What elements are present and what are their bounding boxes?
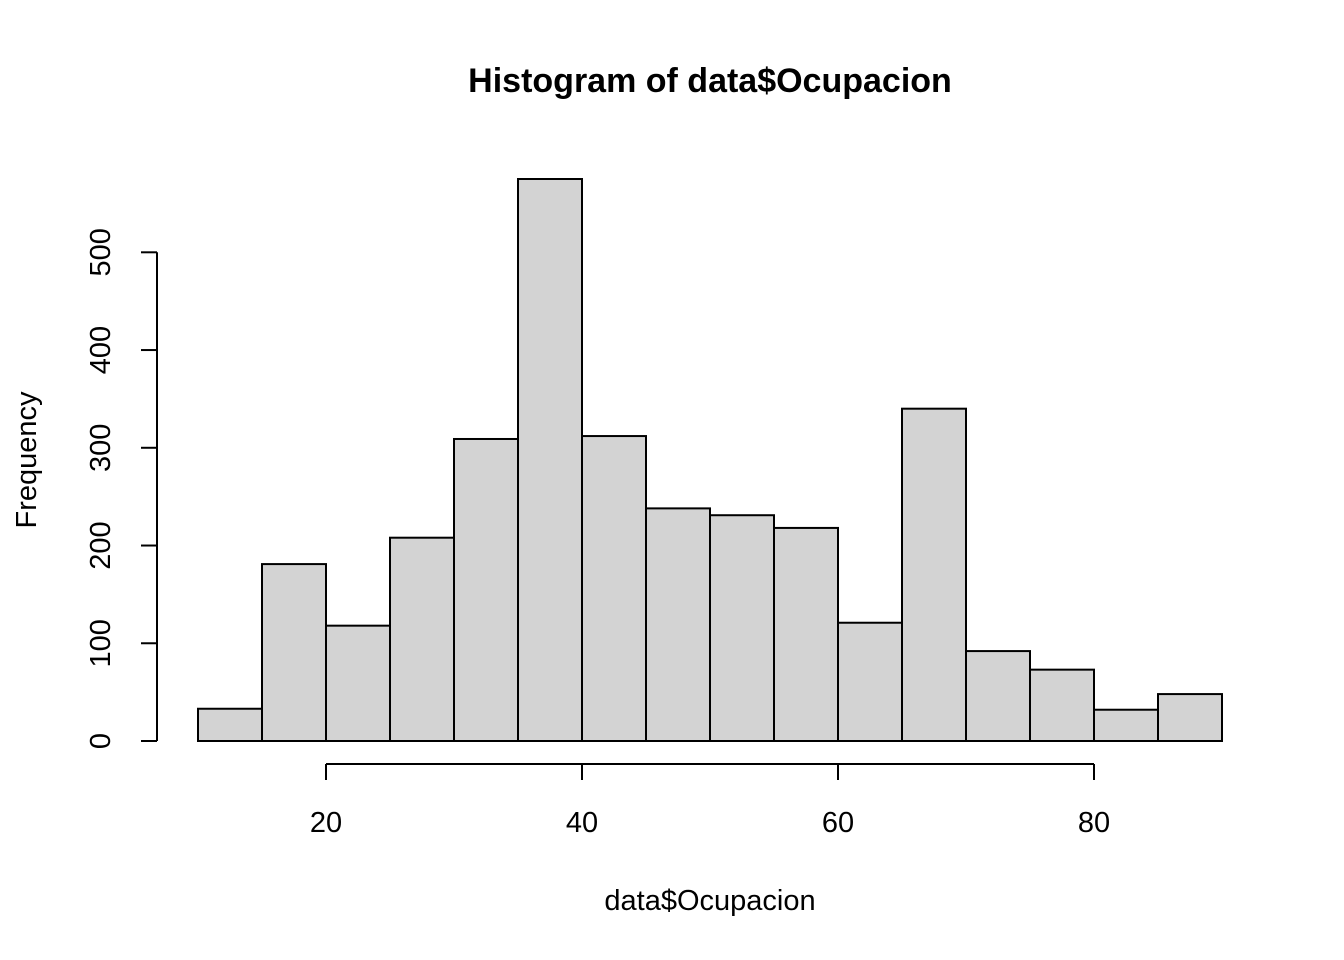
histogram-bar	[709, 514, 775, 742]
x-tick-label: 20	[310, 807, 342, 839]
histogram-bar	[645, 507, 711, 742]
y-axis: 0 100 200 300 400 500	[85, 228, 158, 749]
histogram-bar	[773, 526, 839, 743]
x-tick-label: 40	[566, 807, 598, 839]
bars-group	[197, 178, 1223, 743]
histogram-bar	[517, 178, 583, 742]
y-tick-label: 0	[85, 733, 117, 749]
x-axis: 20 40 60 80	[310, 763, 1110, 839]
histogram-bar	[1157, 693, 1223, 742]
histogram-bar	[389, 536, 455, 743]
histogram-bar	[965, 650, 1031, 743]
x-tick-label: 60	[822, 807, 854, 839]
histogram-bar	[325, 624, 391, 743]
histogram-bar	[261, 563, 327, 742]
y-tick-label: 500	[85, 228, 117, 276]
y-tick-label: 400	[85, 326, 117, 374]
chart-title: Histogram of data$Ocupacion	[468, 62, 952, 100]
y-tick-label: 100	[85, 619, 117, 667]
histogram-bar	[453, 437, 519, 742]
histogram-bar	[901, 407, 967, 742]
histogram-bar	[1093, 708, 1159, 742]
histogram-bar	[1029, 668, 1095, 743]
y-axis-label: Frequency	[11, 391, 43, 529]
histogram-bar	[197, 707, 263, 743]
y-tick-label: 200	[85, 521, 117, 569]
histogram-bar	[837, 621, 903, 743]
histogram-bar	[581, 435, 647, 742]
y-tick-label: 300	[85, 424, 117, 472]
x-tick-label: 80	[1078, 807, 1110, 839]
x-axis-label: data$Ocupacion	[604, 885, 815, 917]
